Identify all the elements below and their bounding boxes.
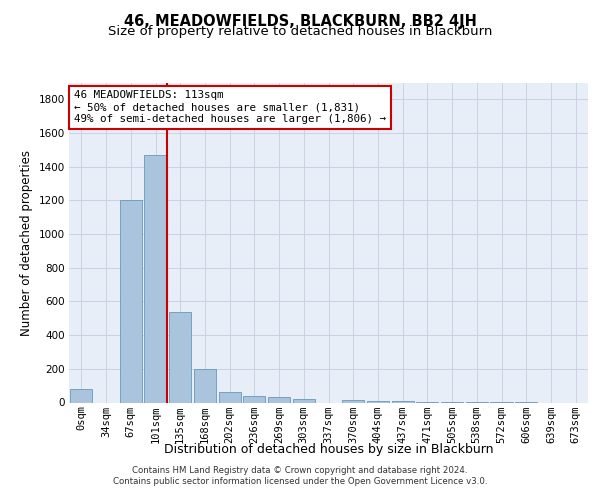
- Text: Size of property relative to detached houses in Blackburn: Size of property relative to detached ho…: [108, 25, 492, 38]
- Text: 46 MEADOWFIELDS: 113sqm
← 50% of detached houses are smaller (1,831)
49% of semi: 46 MEADOWFIELDS: 113sqm ← 50% of detache…: [74, 90, 386, 124]
- Bar: [194, 369, 216, 402]
- Text: Contains public sector information licensed under the Open Government Licence v3: Contains public sector information licen…: [113, 478, 487, 486]
- Text: 46, MEADOWFIELDS, BLACKBURN, BB2 4JH: 46, MEADOWFIELDS, BLACKBURN, BB2 4JH: [124, 14, 476, 29]
- Bar: [293, 399, 315, 402]
- Bar: [342, 400, 364, 402]
- Bar: [392, 401, 414, 402]
- Bar: [119, 200, 142, 402]
- Y-axis label: Number of detached properties: Number of detached properties: [20, 150, 33, 336]
- Bar: [243, 396, 265, 402]
- Text: Contains HM Land Registry data © Crown copyright and database right 2024.: Contains HM Land Registry data © Crown c…: [132, 466, 468, 475]
- Bar: [70, 389, 92, 402]
- Bar: [218, 392, 241, 402]
- Bar: [367, 401, 389, 402]
- Bar: [145, 155, 167, 402]
- Text: Distribution of detached houses by size in Blackburn: Distribution of detached houses by size …: [164, 442, 494, 456]
- Bar: [169, 312, 191, 402]
- Bar: [268, 398, 290, 402]
